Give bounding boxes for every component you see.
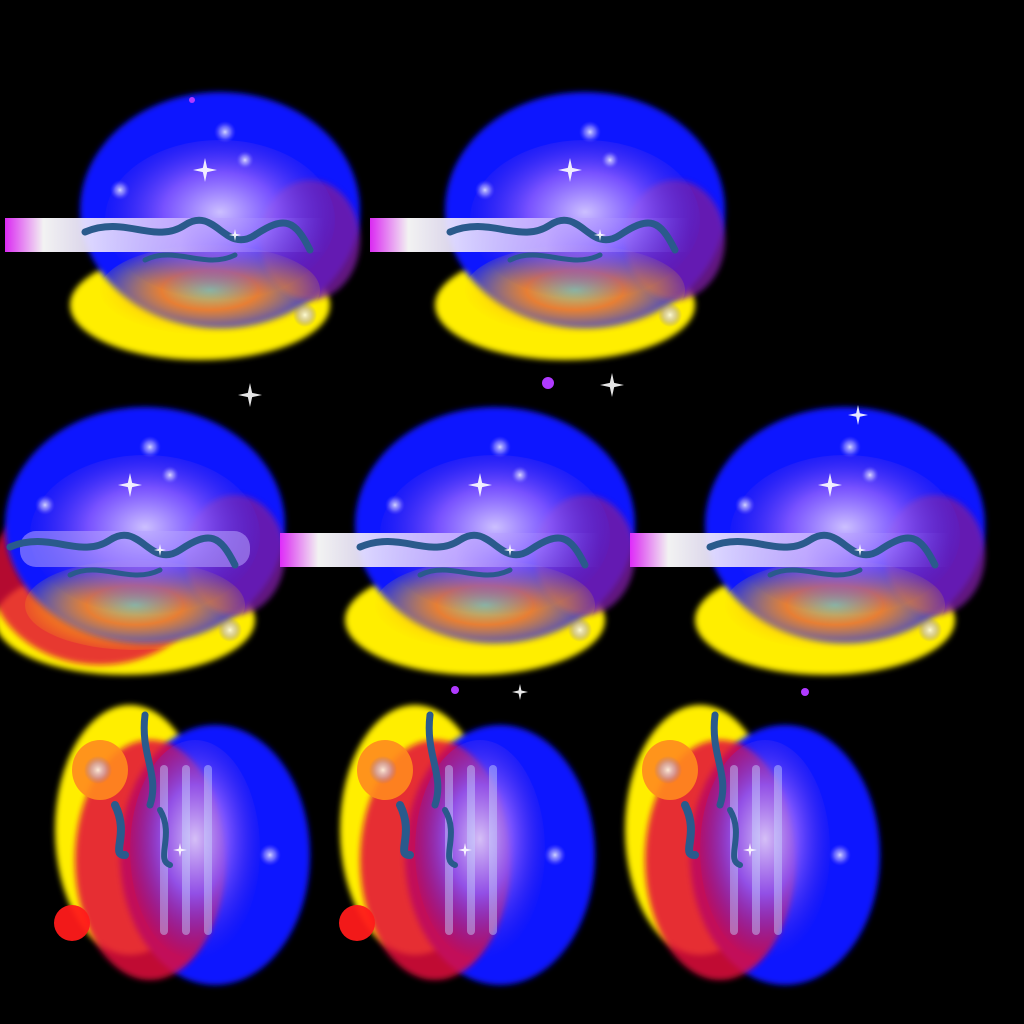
light-streak xyxy=(774,765,782,935)
crack-line xyxy=(446,216,679,254)
bubble xyxy=(293,303,317,327)
bubble xyxy=(218,618,242,642)
crack-line xyxy=(140,711,157,809)
bubble xyxy=(579,121,601,143)
light-streak xyxy=(489,765,497,935)
crack-line xyxy=(507,252,603,263)
bubble xyxy=(369,756,397,784)
crack-line xyxy=(681,801,699,859)
sparkle xyxy=(238,383,262,407)
bubble xyxy=(139,436,161,458)
bubble xyxy=(35,495,55,515)
bubble xyxy=(658,303,682,327)
crack-line xyxy=(111,801,129,859)
sparkle xyxy=(504,544,516,556)
bubble xyxy=(214,121,236,143)
particle xyxy=(451,686,459,694)
violet-core xyxy=(700,740,830,960)
red-orb xyxy=(339,905,375,941)
crack-line xyxy=(425,711,442,809)
crack-line xyxy=(6,531,239,569)
bubble xyxy=(829,844,851,866)
bubble xyxy=(544,844,566,866)
bubble xyxy=(489,436,511,458)
bubble xyxy=(385,495,405,515)
bubble xyxy=(236,151,254,169)
crack-line xyxy=(710,711,727,809)
bubble xyxy=(918,618,942,642)
red-orb xyxy=(54,905,90,941)
crack-line xyxy=(727,807,743,868)
bubble xyxy=(110,180,130,200)
bubble xyxy=(861,466,879,484)
stray-sparkles xyxy=(189,97,868,700)
sparkle xyxy=(854,544,866,556)
effect-frame-horizontal xyxy=(0,407,285,675)
sparkle xyxy=(594,229,606,241)
crack-line xyxy=(706,531,939,569)
bubble xyxy=(511,466,529,484)
sparkle xyxy=(512,684,528,700)
sparkle xyxy=(173,843,187,857)
sparkle xyxy=(458,843,472,857)
bubble xyxy=(475,180,495,200)
crack-line xyxy=(396,801,414,859)
bubble xyxy=(735,495,755,515)
violet-core xyxy=(130,740,260,960)
bubble xyxy=(568,618,592,642)
light-streak xyxy=(204,765,212,935)
effect-frame-horizontal xyxy=(280,407,635,675)
sparkle xyxy=(818,473,842,497)
sparkle xyxy=(600,373,624,397)
sparkle xyxy=(229,229,241,241)
bubble xyxy=(259,844,281,866)
bubble xyxy=(601,151,619,169)
crack-line xyxy=(81,216,314,254)
crack-line xyxy=(157,807,173,868)
effect-frame-vertical xyxy=(625,705,880,985)
effect-frame-horizontal xyxy=(5,92,360,360)
crack-line xyxy=(417,567,513,578)
sparkle xyxy=(848,405,868,425)
sparkle xyxy=(154,544,166,556)
effect-frame-horizontal xyxy=(370,92,725,360)
particle xyxy=(189,97,195,103)
effect-frame-vertical xyxy=(54,705,310,985)
frames-layer xyxy=(0,92,985,985)
effect-frame-horizontal xyxy=(630,407,985,675)
crack-line xyxy=(356,531,589,569)
sparkle xyxy=(468,473,492,497)
crack-line xyxy=(67,567,163,578)
bubble xyxy=(84,756,112,784)
crack-line xyxy=(442,807,458,868)
sparkle xyxy=(743,843,757,857)
violet-core xyxy=(415,740,545,960)
effect-frame-vertical xyxy=(339,705,595,985)
crack-line xyxy=(767,567,863,578)
crack-line xyxy=(142,252,238,263)
sparkle xyxy=(558,158,582,182)
particle xyxy=(801,688,809,696)
bubble xyxy=(654,756,682,784)
particle xyxy=(542,377,554,389)
bubble xyxy=(161,466,179,484)
sparkle xyxy=(193,158,217,182)
bubble xyxy=(839,436,861,458)
sparkle xyxy=(118,473,142,497)
